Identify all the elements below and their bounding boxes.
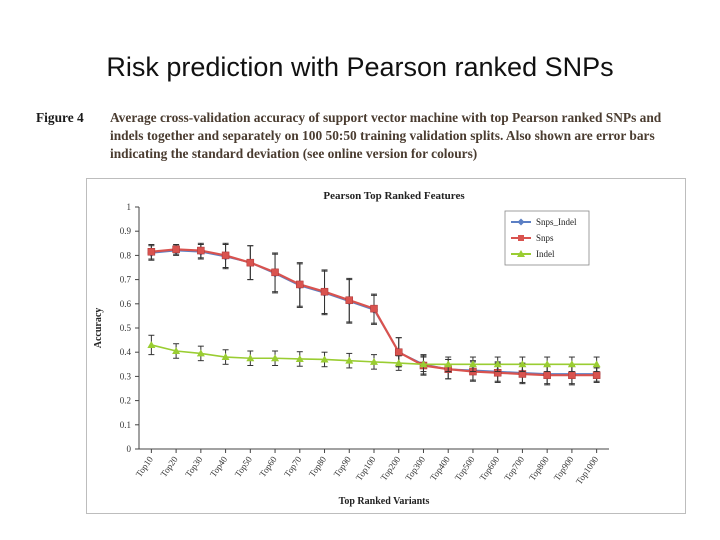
x-tick-label: Top1000	[574, 454, 601, 486]
y-axis-label: Accuracy	[93, 308, 104, 349]
x-tick-label: Top20	[158, 454, 180, 479]
data-point-indel	[295, 354, 304, 362]
figure-label: Figure 4	[36, 110, 84, 125]
data-point-snps	[197, 246, 205, 255]
y-tick-label: 0.3	[120, 371, 132, 381]
data-point-indel	[147, 340, 156, 348]
data-point-indel	[320, 355, 329, 363]
data-point-indel	[518, 360, 527, 368]
data-point-snps	[370, 304, 378, 313]
data-point-indel	[172, 346, 181, 354]
data-point-indel	[543, 360, 552, 368]
legend-label-snps: Snps	[536, 233, 554, 243]
y-tick-label: 0.1	[120, 420, 131, 430]
y-tick-label: 0.2	[120, 396, 131, 406]
x-tick-label: Top10	[134, 454, 156, 479]
data-point-snps	[296, 280, 304, 289]
x-tick-label: Top80	[307, 454, 329, 479]
y-tick-label: 0.6	[120, 299, 132, 309]
x-tick-label: Top70	[282, 454, 304, 479]
data-point-snps	[271, 268, 279, 277]
y-tick-label: 0	[127, 444, 132, 454]
data-point-snps	[246, 258, 255, 267]
x-tick-label: Top90	[332, 454, 354, 479]
slide-title: Risk prediction with Pearson ranked SNPs	[106, 52, 614, 82]
x-tick-label: Top200	[378, 454, 402, 483]
pearson-chart: Pearson Top Ranked Features 0 0.1 0.2 0.3 0.4…	[93, 190, 609, 507]
y-tick-label: 0.4	[120, 347, 132, 357]
legend-marker-snps	[518, 235, 524, 241]
data-point-indel	[493, 360, 502, 368]
data-point-indel	[345, 356, 354, 364]
x-tick-label: Top50	[233, 454, 255, 479]
legend-label-snps-indel: Snps_Indel	[536, 217, 577, 227]
figure-caption-text: Average cross-validation accuracy of sup…	[110, 110, 662, 161]
legend-marker-snps-indel	[517, 218, 525, 226]
x-tick-label: Top30	[183, 454, 205, 479]
data-point-indel	[419, 360, 428, 368]
y-tick-label: 0.8	[120, 250, 132, 260]
data-point-snps	[320, 287, 329, 296]
y-tick-label: 0.9	[120, 226, 132, 236]
data-point-snps	[394, 348, 403, 356]
data-point-snps	[345, 296, 354, 304]
x-tick-label: Top100	[354, 454, 378, 483]
x-tick-label: Top300	[403, 454, 427, 483]
data-point-indel	[394, 359, 403, 367]
chart-frame: Pearson Top Ranked Features 0 0.1 0.2 0.3 0.4…	[86, 178, 686, 514]
legend-label-indel: Indel	[536, 249, 555, 259]
data-point-indel	[271, 354, 280, 362]
data-point-snps	[172, 245, 180, 254]
x-tick-label: Top800	[527, 454, 551, 483]
data-point-indel	[370, 357, 378, 365]
x-tick-label: Top600	[477, 454, 501, 483]
data-point-snps	[568, 371, 576, 379]
x-tick-label: Top400	[428, 454, 452, 483]
data-point-indel	[567, 360, 576, 368]
data-point-snps	[221, 251, 230, 260]
x-tick-label: Top900	[552, 454, 576, 483]
x-tick-label: Top40	[208, 454, 230, 479]
data-point-indel	[196, 349, 205, 357]
data-point-indel	[592, 360, 601, 368]
y-tick-label: 0.7	[120, 275, 132, 285]
x-tick-label: Top60	[257, 454, 279, 479]
data-point-snps	[592, 371, 601, 379]
y-tick-label: 1	[127, 202, 132, 212]
data-point-indel	[221, 353, 230, 361]
data-point-indel	[444, 360, 453, 368]
x-tick-label: Top700	[502, 454, 526, 483]
x-tick-label: Top500	[453, 454, 477, 483]
data-point-snps	[543, 371, 551, 379]
data-point-snps	[147, 248, 156, 256]
chart-title: Pearson Top Ranked Features	[323, 190, 465, 202]
data-point-indel	[246, 354, 255, 362]
data-point-indel	[468, 360, 477, 368]
x-axis-label: Top Ranked Variants	[339, 496, 430, 507]
legend-marker-indel	[517, 250, 525, 257]
y-tick-label: 0.5	[120, 323, 132, 333]
